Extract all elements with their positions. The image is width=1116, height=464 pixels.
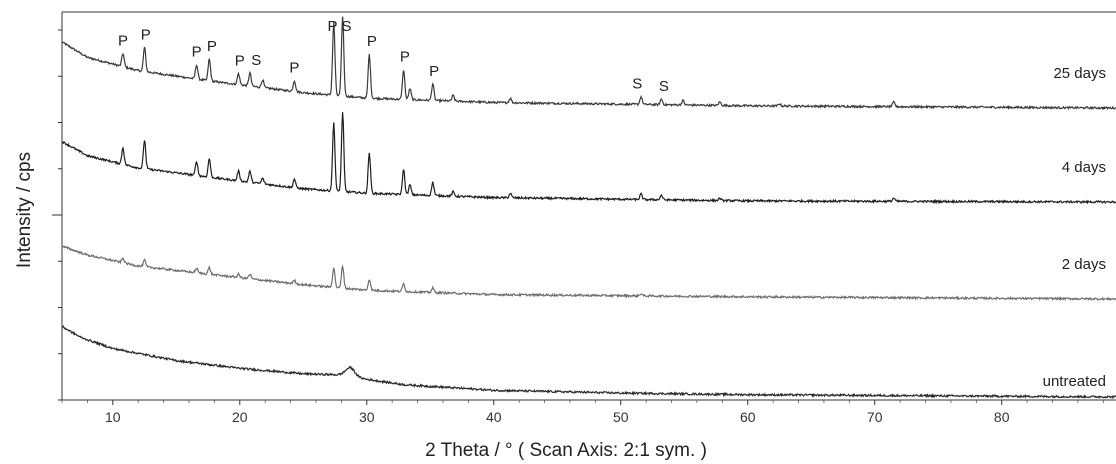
- series-label: untreated: [1043, 373, 1106, 390]
- x-tick-label: 20: [232, 409, 248, 425]
- x-tick-label: 50: [613, 409, 629, 425]
- peak-label: P: [118, 32, 128, 49]
- peak-label: P: [207, 38, 217, 55]
- peak-label: P: [141, 26, 151, 43]
- series-label: 25 days: [1053, 65, 1106, 82]
- series-line-untreated: [61, 325, 1116, 400]
- peak-label: P: [235, 53, 245, 70]
- x-tick-label: 60: [740, 409, 756, 425]
- axes: 10 20 30 40 50 60 70 80: [52, 11, 1116, 425]
- x-tick-label: 70: [867, 409, 883, 425]
- y-axis-title: Intensity / cps: [14, 152, 35, 268]
- series-layer: [61, 16, 1116, 400]
- series-line-4-days: [61, 112, 1116, 205]
- x-tick-label: 80: [994, 409, 1010, 425]
- series-line-25-days: [61, 16, 1116, 111]
- peak-label: P: [400, 49, 410, 66]
- peak-label: P: [367, 33, 377, 50]
- peak-label: P: [192, 44, 202, 61]
- x-tick-label: 30: [359, 409, 375, 425]
- peak-label: P: [429, 63, 439, 80]
- series-labels: 25 days 4 days 2 days untreated: [1043, 65, 1106, 390]
- peak-label: P: [327, 18, 337, 35]
- peak-label: S: [341, 18, 351, 35]
- peak-label: S: [659, 78, 669, 95]
- peak-label: S: [632, 76, 642, 93]
- series-label: 2 days: [1062, 256, 1106, 273]
- peak-label: P: [289, 60, 299, 77]
- peak-label: S: [251, 52, 261, 69]
- series-label: 4 days: [1062, 159, 1106, 176]
- x-axis-title: 2 Theta / ° ( Scan Axis: 2:1 sym. ): [425, 440, 707, 461]
- series-line-2-days: [61, 245, 1116, 302]
- x-tick-label: 10: [105, 409, 121, 425]
- x-tick-label: 40: [486, 409, 502, 425]
